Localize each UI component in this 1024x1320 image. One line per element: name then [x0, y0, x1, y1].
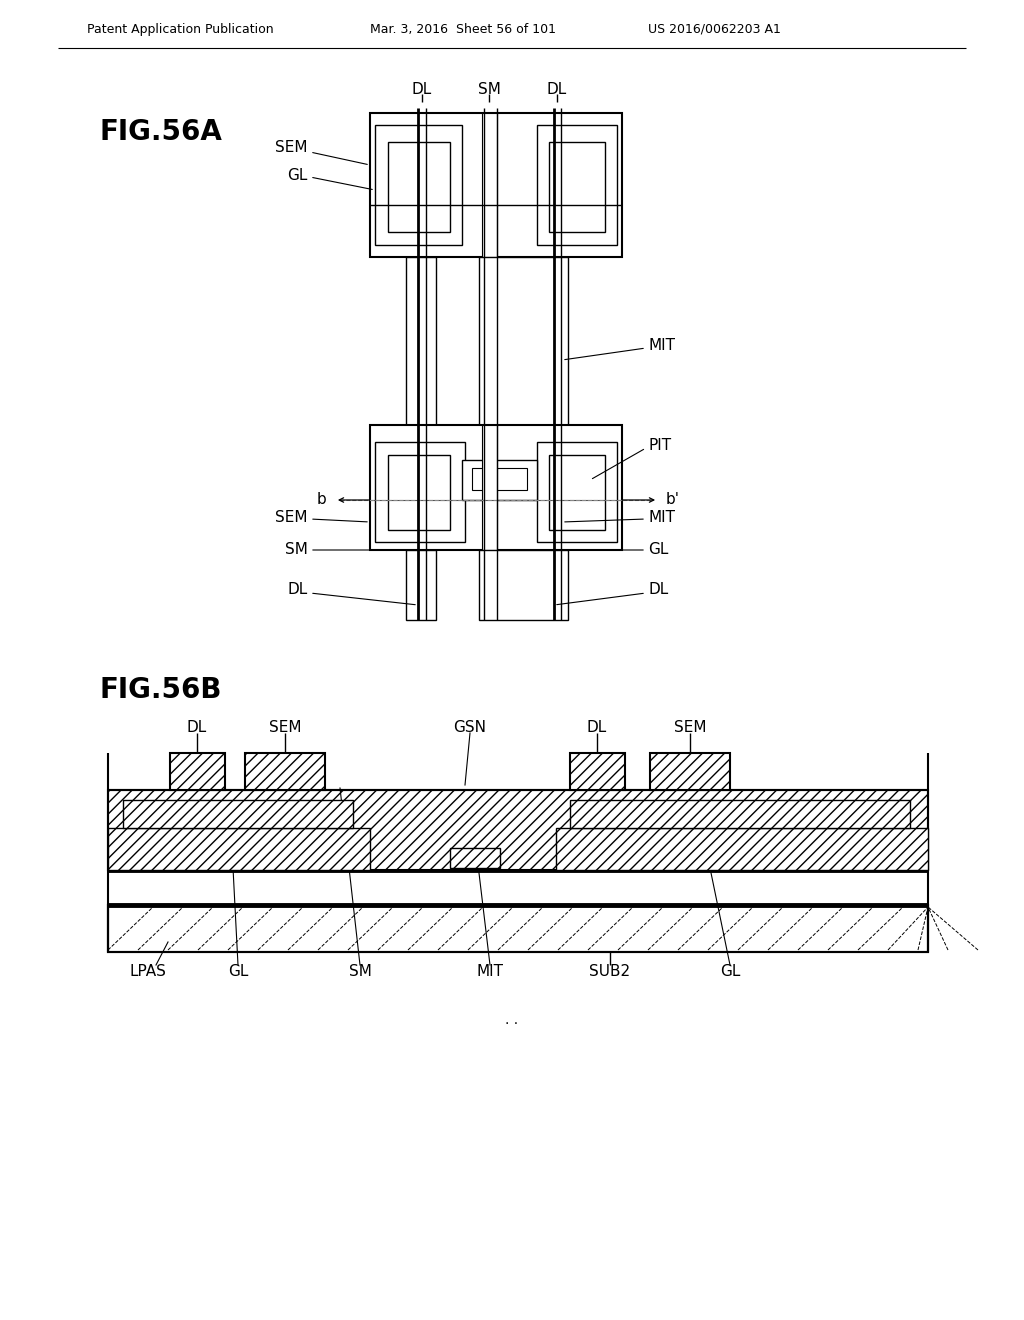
Bar — [549, 455, 605, 531]
Bar — [108, 828, 370, 870]
Bar — [482, 425, 497, 550]
Text: SM: SM — [348, 965, 372, 979]
Text: DL: DL — [412, 82, 432, 98]
Text: SUB2: SUB2 — [590, 965, 631, 979]
Text: GL: GL — [720, 965, 740, 979]
Text: GL: GL — [227, 965, 248, 979]
Text: MIT: MIT — [648, 338, 675, 352]
Bar — [450, 847, 500, 869]
Text: DL: DL — [288, 582, 308, 598]
Bar — [472, 469, 527, 490]
Bar — [388, 143, 450, 232]
Bar — [462, 459, 537, 500]
Text: US 2016/0062203 A1: US 2016/0062203 A1 — [648, 22, 781, 36]
Text: SM: SM — [285, 543, 308, 557]
Bar — [370, 114, 622, 257]
Bar — [479, 550, 568, 620]
Text: FIG.56A: FIG.56A — [100, 117, 223, 147]
Bar — [650, 752, 730, 789]
Bar — [537, 442, 617, 543]
Bar — [375, 442, 465, 543]
Bar — [388, 455, 450, 531]
Bar — [108, 906, 928, 952]
Text: FIG.56B: FIG.56B — [100, 676, 222, 704]
Text: DL: DL — [547, 82, 567, 98]
Text: SEM: SEM — [268, 719, 301, 734]
Bar — [108, 906, 928, 952]
Text: SM: SM — [477, 82, 501, 98]
Text: GSN: GSN — [454, 719, 486, 734]
Bar — [482, 114, 497, 257]
Bar — [375, 125, 462, 246]
Text: SEM: SEM — [275, 140, 308, 156]
Bar — [370, 425, 622, 550]
Text: MIT: MIT — [648, 511, 675, 525]
Bar — [549, 143, 605, 232]
Text: MIT: MIT — [476, 965, 504, 979]
Text: PIT: PIT — [648, 437, 671, 453]
Text: GL: GL — [288, 168, 308, 182]
Text: Patent Application Publication: Patent Application Publication — [87, 22, 273, 36]
Bar — [406, 550, 436, 620]
Text: DL: DL — [587, 719, 607, 734]
Bar — [123, 800, 353, 828]
Bar — [170, 752, 225, 789]
Bar — [479, 257, 568, 425]
Text: . .: . . — [506, 1012, 518, 1027]
Bar — [245, 752, 325, 789]
Bar — [108, 789, 928, 870]
Text: b: b — [316, 492, 326, 507]
Text: GL: GL — [648, 543, 669, 557]
Bar — [406, 257, 436, 425]
Bar — [570, 800, 910, 828]
Text: LPAS: LPAS — [130, 965, 167, 979]
Text: b': b' — [666, 492, 680, 507]
Text: SEM: SEM — [674, 719, 707, 734]
Bar — [537, 125, 617, 246]
Text: Mar. 3, 2016  Sheet 56 of 101: Mar. 3, 2016 Sheet 56 of 101 — [370, 22, 556, 36]
Bar — [570, 752, 625, 789]
Text: DL: DL — [186, 719, 207, 734]
Text: DL: DL — [648, 582, 669, 598]
Text: SEM: SEM — [275, 511, 308, 525]
Bar — [556, 828, 928, 870]
